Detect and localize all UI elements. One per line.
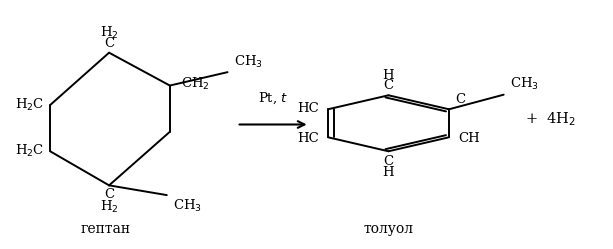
Text: CH$_3$: CH$_3$ <box>173 198 202 214</box>
Text: CH: CH <box>458 132 480 145</box>
Text: C: C <box>384 155 394 168</box>
Text: HC: HC <box>297 102 319 115</box>
Text: HC: HC <box>297 132 319 145</box>
Text: толуол: толуол <box>364 223 414 237</box>
Text: C: C <box>455 93 465 106</box>
Text: H$_2$: H$_2$ <box>100 24 118 41</box>
Text: H: H <box>383 166 394 179</box>
Text: гептан: гептан <box>81 223 131 237</box>
Text: H$_2$C: H$_2$C <box>15 143 44 159</box>
Text: H$_2$: H$_2$ <box>100 199 118 215</box>
Text: C: C <box>384 79 394 92</box>
Text: H: H <box>383 69 394 82</box>
Text: CH$_3$: CH$_3$ <box>510 76 539 92</box>
Text: CH$_2$: CH$_2$ <box>181 75 210 92</box>
Text: C: C <box>104 37 114 50</box>
Text: +  4H$_2$: + 4H$_2$ <box>525 111 576 128</box>
Text: Pt, $t$: Pt, $t$ <box>258 91 288 106</box>
Text: CH$_3$: CH$_3$ <box>234 54 262 70</box>
Text: C: C <box>104 188 114 201</box>
Text: H$_2$C: H$_2$C <box>15 97 44 113</box>
